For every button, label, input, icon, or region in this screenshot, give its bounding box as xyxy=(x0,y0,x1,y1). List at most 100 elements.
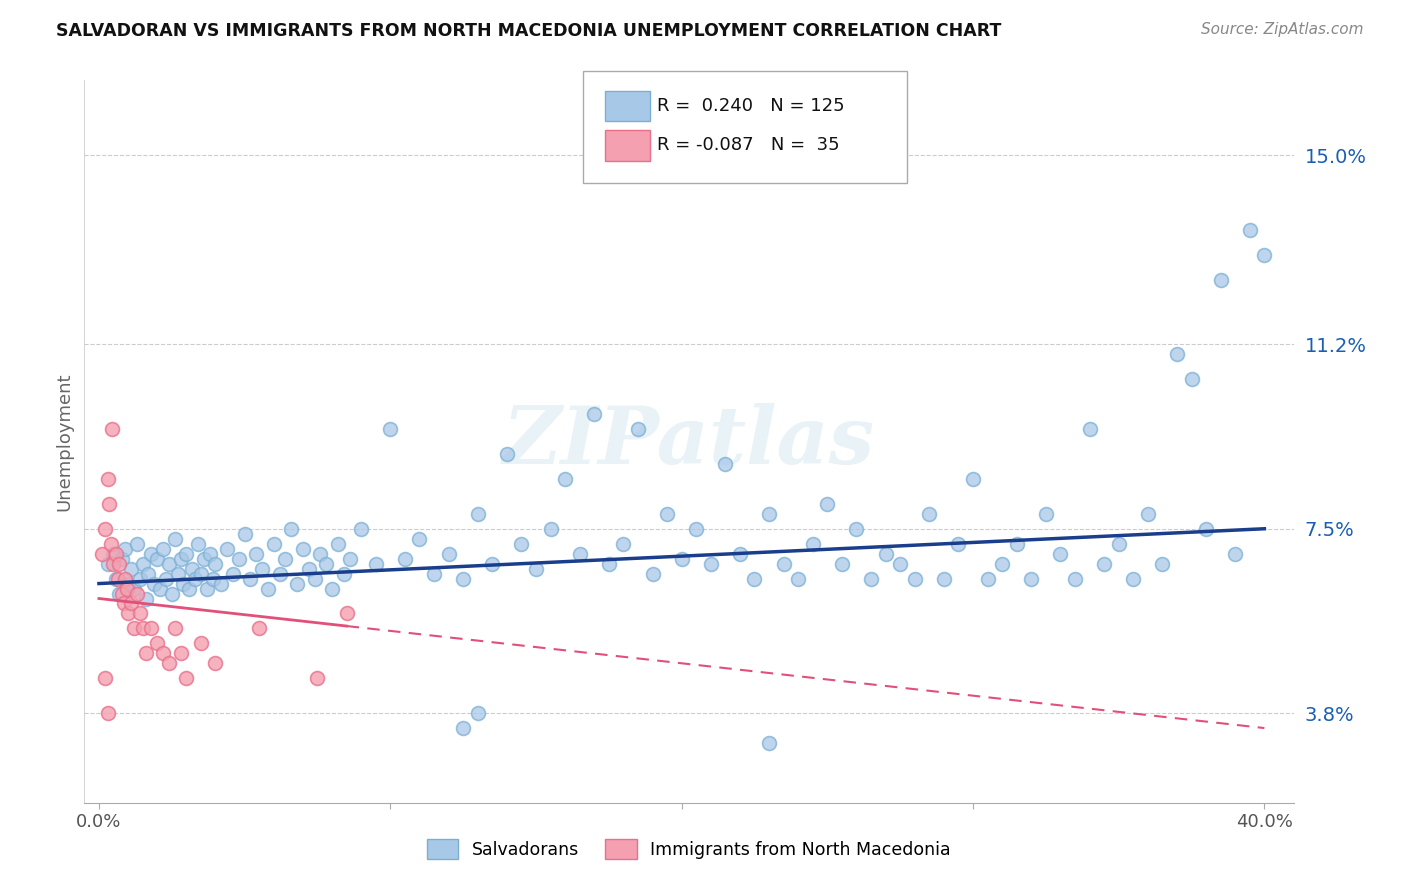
Point xyxy=(787,572,810,586)
Point xyxy=(307,671,329,685)
Point xyxy=(339,551,361,566)
Point xyxy=(481,557,503,571)
Point xyxy=(976,572,998,586)
Point xyxy=(125,586,148,600)
Point xyxy=(128,572,150,586)
Point xyxy=(176,671,198,685)
Point xyxy=(685,522,707,536)
Point xyxy=(209,576,232,591)
Point xyxy=(860,572,883,586)
Point xyxy=(1225,547,1247,561)
Point xyxy=(1122,572,1144,586)
Point xyxy=(612,537,634,551)
Point xyxy=(321,582,343,596)
Point xyxy=(285,576,308,591)
Point xyxy=(298,561,321,575)
Text: R =  0.240   N = 125: R = 0.240 N = 125 xyxy=(657,97,844,115)
Point xyxy=(114,572,136,586)
Point xyxy=(247,621,270,635)
Point xyxy=(190,566,212,581)
Point xyxy=(117,607,139,621)
Point xyxy=(845,522,868,536)
Text: R = -0.087   N =  35: R = -0.087 N = 35 xyxy=(657,136,839,154)
Point xyxy=(128,607,150,621)
Point xyxy=(1064,572,1087,586)
Point xyxy=(149,582,172,596)
Point xyxy=(524,561,547,575)
Point xyxy=(495,447,517,461)
Point xyxy=(98,497,121,511)
Point xyxy=(332,566,354,581)
Point xyxy=(217,541,239,556)
Point xyxy=(1019,572,1042,586)
Point xyxy=(157,557,180,571)
Point xyxy=(1166,347,1188,361)
Point xyxy=(135,591,157,606)
Point xyxy=(540,522,562,536)
Point xyxy=(918,507,941,521)
Point xyxy=(115,582,138,596)
Text: SALVADORAN VS IMMIGRANTS FROM NORTH MACEDONIA UNEMPLOYMENT CORRELATION CHART: SALVADORAN VS IMMIGRANTS FROM NORTH MACE… xyxy=(56,22,1001,40)
Point xyxy=(1209,272,1232,286)
Point xyxy=(103,557,125,571)
Y-axis label: Unemployment: Unemployment xyxy=(55,372,73,511)
Point xyxy=(728,547,751,561)
Point xyxy=(155,572,177,586)
Point xyxy=(451,721,474,735)
Point xyxy=(111,551,134,566)
Point xyxy=(169,551,191,566)
Point xyxy=(250,561,273,575)
Point xyxy=(222,566,245,581)
Point xyxy=(146,551,169,566)
Point xyxy=(655,507,678,521)
Point xyxy=(117,576,139,591)
Point xyxy=(962,472,984,486)
Point xyxy=(583,407,606,421)
Point xyxy=(97,557,120,571)
Point xyxy=(627,422,650,436)
Point xyxy=(181,561,204,575)
Point xyxy=(831,557,853,571)
Point xyxy=(932,572,955,586)
Point xyxy=(105,547,128,561)
Point xyxy=(758,736,780,750)
Point xyxy=(122,621,145,635)
Point xyxy=(671,551,693,566)
Point xyxy=(309,547,332,561)
Point xyxy=(641,566,664,581)
Point xyxy=(101,422,124,436)
Point xyxy=(146,636,169,650)
Point xyxy=(157,657,180,671)
Point xyxy=(1152,557,1174,571)
Point xyxy=(1108,537,1130,551)
Point xyxy=(114,541,136,556)
Point xyxy=(336,607,359,621)
Point xyxy=(103,547,125,561)
Point xyxy=(152,646,174,660)
Point xyxy=(108,557,131,571)
Point xyxy=(263,537,285,551)
Point xyxy=(120,597,142,611)
Point xyxy=(201,572,224,586)
Point xyxy=(1180,372,1202,386)
Point xyxy=(1005,537,1028,551)
Point xyxy=(152,541,174,556)
Point xyxy=(138,566,160,581)
Point xyxy=(991,557,1014,571)
Point xyxy=(1253,248,1275,262)
Point xyxy=(97,706,120,720)
Point xyxy=(568,547,591,561)
Point xyxy=(380,422,402,436)
Point xyxy=(176,547,198,561)
Point xyxy=(467,507,489,521)
Point xyxy=(204,557,226,571)
Point xyxy=(714,457,737,471)
Point xyxy=(163,532,186,546)
Text: ZIPatlas: ZIPatlas xyxy=(503,403,875,480)
Point xyxy=(107,572,129,586)
Point xyxy=(304,572,326,586)
Point xyxy=(423,566,446,581)
Point xyxy=(141,621,163,635)
Point xyxy=(195,582,218,596)
Point xyxy=(122,582,145,596)
